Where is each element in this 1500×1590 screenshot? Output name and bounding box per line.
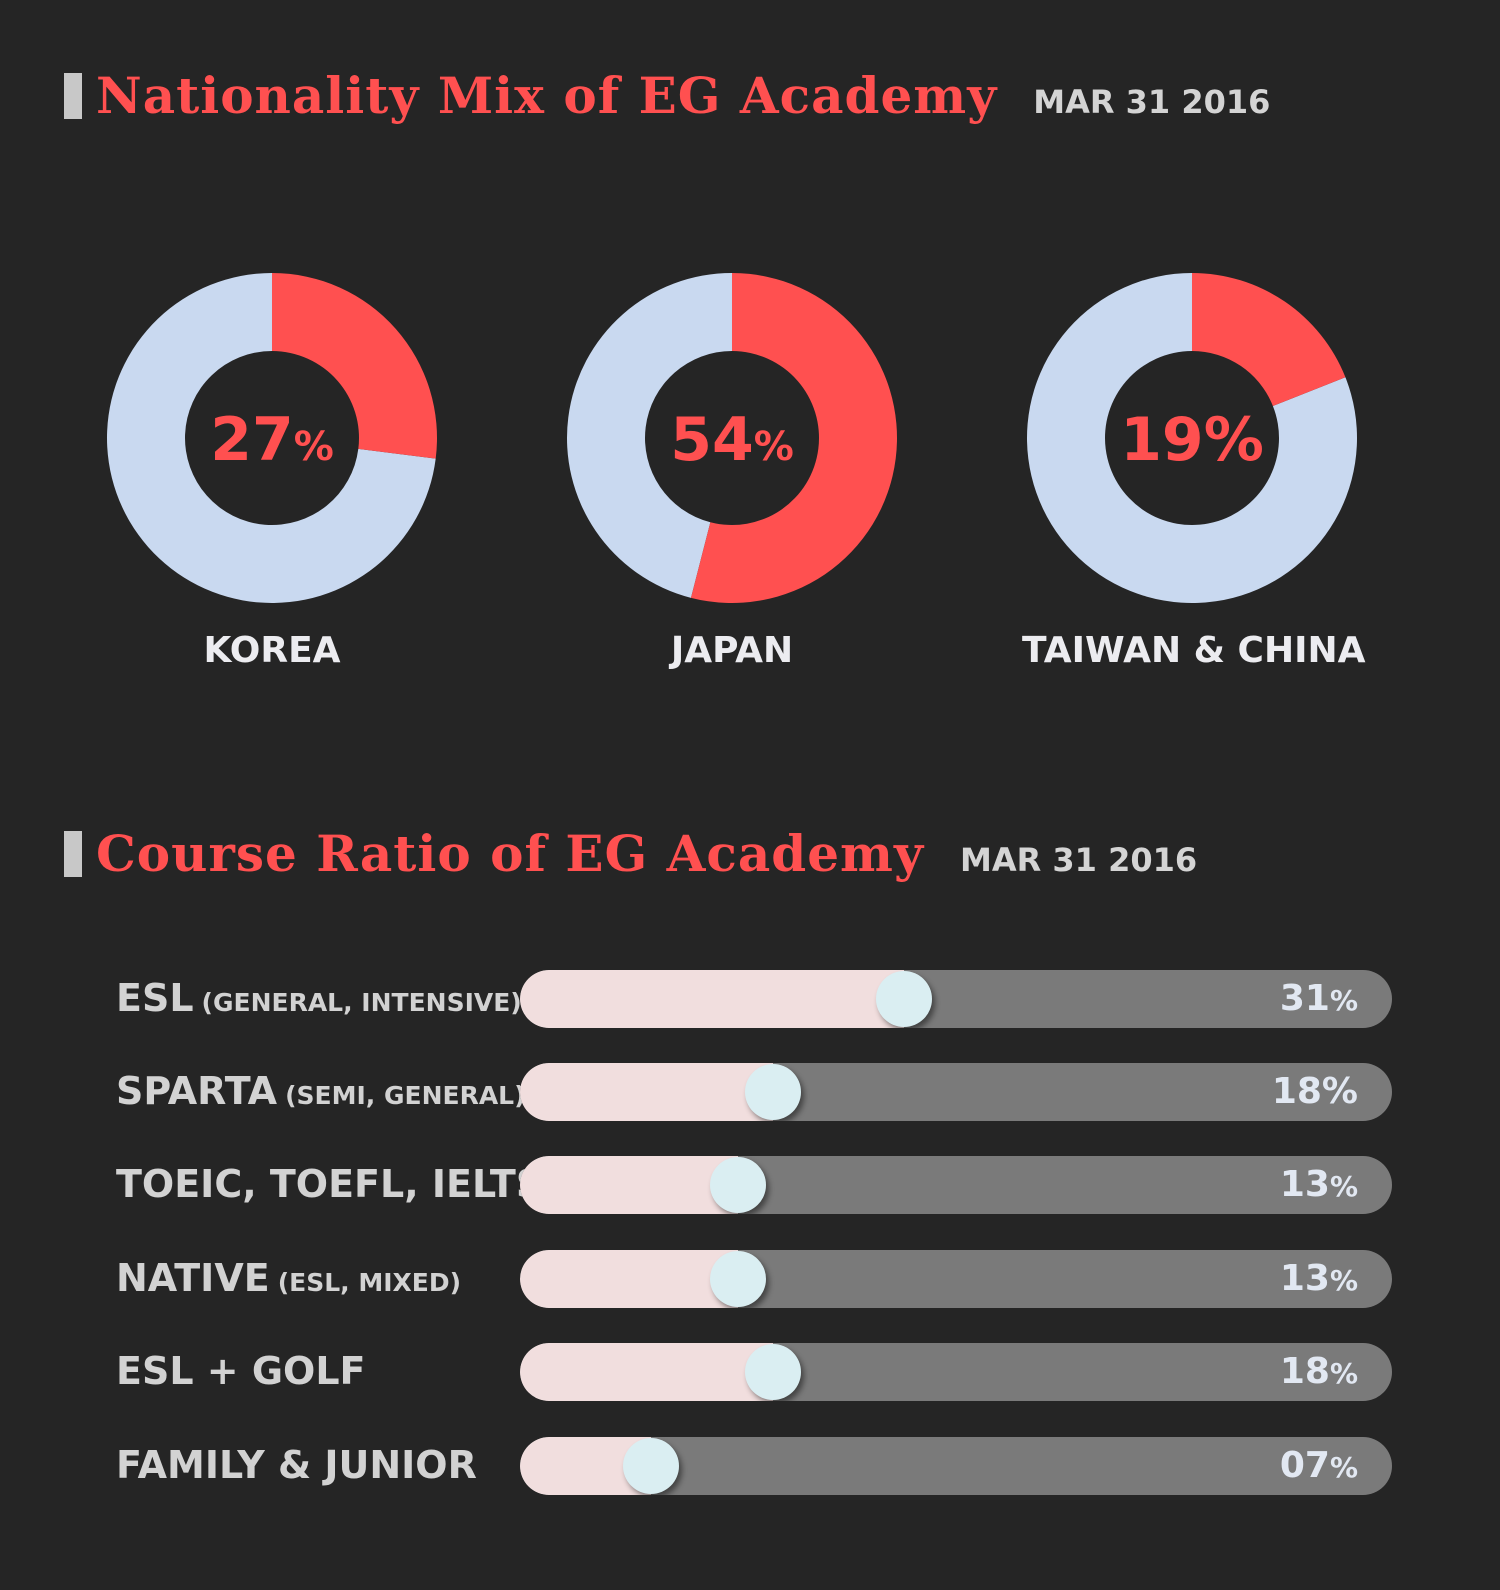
nationality-header: Nationality Mix of EG Academy MAR 31 201… [64, 66, 1270, 125]
course-percent-label: 13% [1279, 1258, 1358, 1299]
course-bar-knob [623, 1438, 679, 1494]
course-bar-fill [520, 1063, 773, 1121]
course-label-sub: (GENERAL, INTENSIVE) [201, 988, 522, 1017]
course-bar-fill [520, 1343, 773, 1401]
course-title: Course Ratio of EG Academy [96, 824, 925, 883]
course-label: SPARTA (SEMI, GENERAL) [116, 1069, 526, 1113]
course-label: TOEIC, TOEFL, IELTS [116, 1162, 543, 1206]
donut-percent-label: 54% [670, 405, 794, 475]
course-percent-label: 31% [1279, 978, 1358, 1019]
course-row: SPARTA (SEMI, GENERAL) 18% [0, 1063, 1500, 1123]
course-bar-knob [745, 1064, 801, 1120]
course-row: NATIVE (ESL, MIXED) 13% [0, 1250, 1500, 1310]
course-row: FAMILY & JUNIOR 07% [0, 1437, 1500, 1497]
course-label-main: ESL [116, 976, 194, 1020]
donut-chart-taiwan-china: 19% TAIWAN & CHINA [1022, 270, 1366, 671]
course-label-main: FAMILY & JUNIOR [116, 1443, 477, 1487]
course-label-main: NATIVE [116, 1256, 270, 1300]
course-bar-knob [876, 971, 932, 1027]
course-bar-knob [710, 1251, 766, 1307]
donut-category-label: JAPAN [670, 630, 794, 671]
course-bar-track: 07% [520, 1437, 1392, 1495]
donut-svg: 54% [567, 273, 897, 603]
course-row: ESL + GOLF 18% [0, 1343, 1500, 1403]
donut-slice-rest [567, 273, 732, 598]
course-header: Course Ratio of EG Academy MAR 31 2016 [64, 824, 1197, 883]
course-bar-fill [520, 1156, 738, 1214]
donut-category-label: KOREA [203, 630, 341, 671]
course-label-main: ESL + GOLF [116, 1349, 366, 1393]
course-label-main: SPARTA [116, 1069, 278, 1113]
course-label-sub: (ESL, MIXED) [277, 1268, 462, 1297]
nationality-date: MAR 31 2016 [1033, 83, 1271, 121]
course-label: ESL (GENERAL, INTENSIVE) [116, 976, 522, 1020]
donut-slice-rest [1027, 273, 1357, 603]
course-bar-track: 18% [520, 1063, 1392, 1121]
donut-slice-rest [106, 273, 436, 603]
course-bar-fill [520, 970, 904, 1028]
course-bar-track: 13% [520, 1156, 1392, 1214]
donut-svg: 19% [1027, 273, 1357, 603]
course-percent-label: 07% [1279, 1445, 1358, 1486]
header-accent-bar [64, 830, 82, 877]
course-row: ESL (GENERAL, INTENSIVE) 31% [0, 970, 1500, 1030]
course-bar-track: 31% [520, 970, 1392, 1028]
course-label: ESL + GOLF [116, 1349, 366, 1393]
donut-chart-korea: 27% KOREA [102, 270, 442, 671]
course-percent-label: 18% [1271, 1071, 1358, 1112]
donut-percent-label: 19% [1120, 405, 1264, 475]
course-bar-fill [520, 1250, 738, 1308]
course-label: NATIVE (ESL, MIXED) [116, 1256, 461, 1300]
donut-slice-value [690, 273, 897, 603]
course-label: FAMILY & JUNIOR [116, 1443, 477, 1487]
donut-category-label: TAIWAN & CHINA [1022, 630, 1366, 671]
nationality-title: Nationality Mix of EG Academy [96, 66, 998, 125]
course-percent-label: 13% [1279, 1164, 1358, 1205]
course-label-main: TOEIC, TOEFL, IELTS [116, 1162, 544, 1206]
donut-percent-label: 27% [210, 405, 334, 475]
course-bar-knob [710, 1157, 766, 1213]
donut-svg: 27% [106, 273, 437, 603]
course-row: TOEIC, TOEFL, IELTS 13% [0, 1156, 1500, 1216]
course-percent-label: 18% [1279, 1351, 1358, 1392]
donut-slice-value [272, 273, 437, 459]
course-bar-knob [745, 1344, 801, 1400]
course-bar-track: 18% [520, 1343, 1392, 1401]
course-date: MAR 31 2016 [960, 841, 1198, 879]
course-label-sub: (SEMI, GENERAL) [285, 1081, 526, 1110]
donut-chart-japan: 54% JAPAN [562, 270, 902, 671]
header-accent-bar [64, 72, 82, 119]
donut-slice-value [1192, 273, 1346, 406]
course-bar-track: 13% [520, 1250, 1392, 1308]
